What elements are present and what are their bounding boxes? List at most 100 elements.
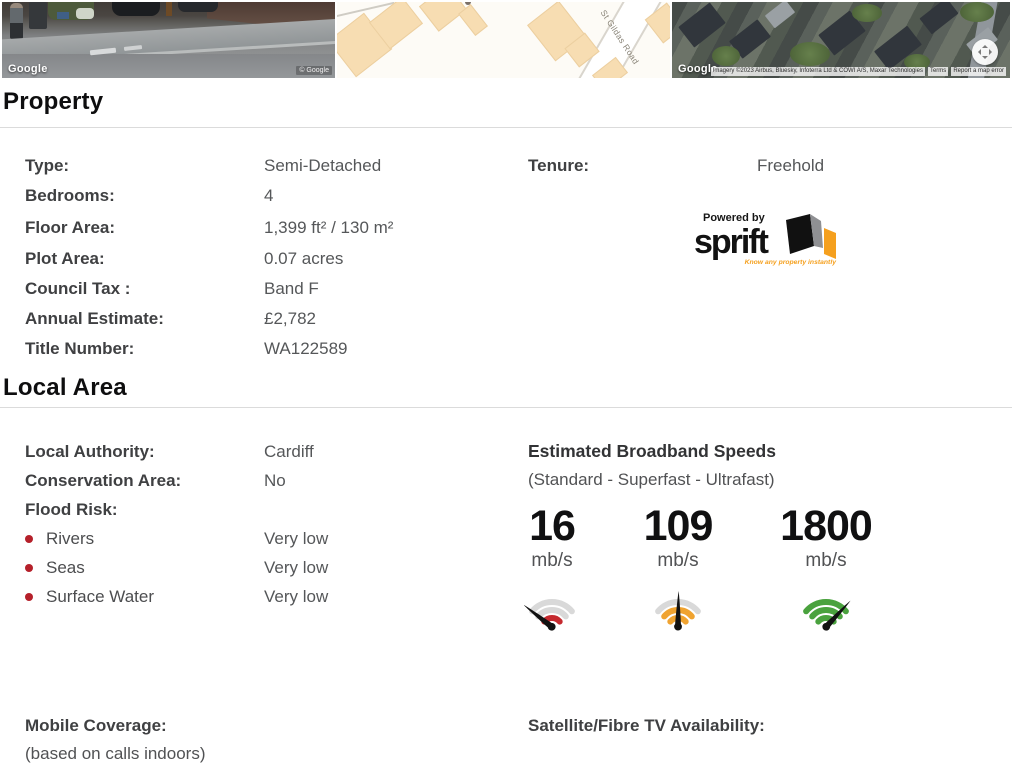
row-value: £2,782	[264, 309, 316, 328]
wifi-gauge-icon-standard	[523, 599, 575, 631]
property-row-floor-area: Floor Area: 1,399 ft² / 130 m²	[25, 211, 393, 244]
property-row-bedrooms: Bedrooms: 4	[25, 181, 393, 211]
pan-up-icon[interactable]	[982, 42, 988, 48]
row-value: Semi-Detached	[264, 156, 382, 175]
flood-item-surface-water: Surface Water Very low	[25, 582, 328, 611]
tree	[790, 42, 830, 66]
pan-down-icon[interactable]	[982, 56, 988, 62]
broadband-standard-column: 16 mb/s	[492, 503, 612, 641]
tree	[904, 54, 930, 70]
local-row-authority: Local Authority: Cardiff	[25, 437, 328, 466]
wifi-gauge-icon-superfast	[655, 591, 701, 631]
map-marker-icon	[465, 2, 471, 5]
rooftop	[764, 2, 796, 29]
parked-car	[112, 2, 160, 16]
speed-value: 109	[643, 502, 714, 550]
section-divider	[0, 407, 1012, 408]
road	[2, 54, 335, 78]
flood-bullet-icon	[25, 563, 46, 572]
row-label: Flood Risk:	[25, 499, 118, 519]
row-value: Cardiff	[264, 441, 314, 461]
mobile-coverage-note: (based on calls indoors)	[25, 744, 206, 763]
bags	[76, 8, 94, 19]
mobile-coverage-label: Mobile Coverage:	[25, 716, 167, 735]
flood-name: Rivers	[46, 528, 95, 548]
tree	[960, 2, 994, 22]
pan-right-icon[interactable]	[989, 49, 995, 55]
row-label: Plot Area:	[25, 249, 105, 268]
property-details-list: Type: Semi-Detached Bedrooms: 4 Floor Ar…	[25, 151, 393, 364]
row-value: No	[264, 470, 286, 490]
speed-value: 1800	[780, 502, 873, 550]
tree	[852, 4, 882, 22]
section-divider	[0, 127, 1012, 128]
sprift-wordmark: sprift	[694, 223, 769, 261]
post	[166, 2, 172, 16]
property-row-council-tax: Council Tax : Band F	[25, 274, 393, 304]
sprift-house-icon	[786, 214, 836, 259]
map-canvas: St Gildas Road	[337, 2, 670, 78]
tv-availability-label: Satellite/Fibre TV Availability:	[528, 716, 765, 735]
rooftop	[919, 2, 959, 35]
row-label: Bedrooms:	[25, 186, 115, 205]
row-label: Type:	[25, 156, 70, 175]
google-logo: Google	[678, 63, 718, 75]
sprift-tagline: Know any property instantly	[745, 259, 838, 266]
row-value: Freehold	[757, 156, 825, 175]
street-view-scene	[2, 2, 335, 78]
property-row-tenure: Tenure: Freehold	[528, 151, 824, 181]
flood-name: Seas	[46, 557, 85, 577]
wifi-gauge-icon-ultrafast	[803, 599, 851, 631]
gauge-needle-icon	[674, 591, 682, 631]
flood-bullet-icon	[25, 592, 46, 601]
local-area-details-list: Local Authority: Cardiff Conservation Ar…	[25, 437, 328, 611]
flood-bullet-icon	[25, 534, 46, 543]
terms-link[interactable]: Terms	[927, 67, 949, 76]
parked-car	[178, 2, 218, 12]
map-attribution: Imagery ©2023 Airbus, Bluesky, Infoterra…	[710, 67, 1006, 76]
speed-value: 16	[529, 502, 576, 550]
report-map-error-link[interactable]: Report a map error	[951, 67, 1006, 76]
flood-value: Very low	[264, 557, 329, 577]
aerial-photo[interactable]: Google Imagery ©2023 Airbus, Bluesky, In…	[672, 2, 1010, 78]
property-row-title-number: Title Number: WA122589	[25, 334, 393, 364]
broadband-superfast-column: 109 mb/s	[618, 503, 738, 641]
google-logo: Google	[8, 63, 48, 75]
flood-item-seas: Seas Very low	[25, 553, 328, 582]
speed-unit: mb/s	[805, 550, 847, 571]
pan-control-icon[interactable]	[972, 39, 998, 65]
gauge-needle-icon	[822, 600, 851, 631]
flood-value: Very low	[264, 586, 329, 606]
rooftop	[678, 2, 726, 48]
row-label: Local Authority:	[25, 441, 155, 461]
map-building	[458, 4, 488, 36]
flood-name: Surface Water	[46, 586, 155, 606]
row-value: 0.07 acres	[264, 249, 344, 268]
street-view-photo[interactable]: Google © Google	[2, 2, 335, 78]
property-section-heading: Property	[3, 88, 104, 115]
speed-unit: mb/s	[531, 550, 573, 571]
row-label: Council Tax :	[25, 279, 131, 298]
row-label: Floor Area:	[25, 217, 116, 237]
row-label: Annual Estimate:	[25, 309, 164, 328]
property-row-type: Type: Semi-Detached	[25, 151, 393, 181]
row-value: 1,399 ft² / 130 m²	[264, 217, 394, 237]
flood-item-rivers: Rivers Very low	[25, 524, 328, 553]
map-tile[interactable]: St Gildas Road	[337, 2, 670, 78]
speed-unit: mb/s	[657, 550, 699, 571]
property-row-annual-estimate: Annual Estimate: £2,782	[25, 304, 393, 334]
pan-left-icon[interactable]	[975, 49, 981, 55]
row-label: Title Number:	[25, 339, 135, 358]
local-row-conservation: Conservation Area: No	[25, 466, 328, 495]
gauge-needle-icon	[523, 604, 556, 631]
row-value: 4	[264, 186, 274, 205]
flood-value: Very low	[264, 528, 329, 548]
imagery-attribution: Imagery ©2023 Airbus, Bluesky, Infoterra…	[710, 67, 925, 76]
aerial-scene	[672, 2, 1010, 78]
row-label: Tenure:	[528, 156, 590, 175]
broadband-subtitle: (Standard - Superfast - Ultrafast)	[528, 470, 775, 489]
row-label: Conservation Area:	[25, 470, 182, 490]
local-area-section-heading: Local Area	[3, 374, 127, 401]
powered-by-label: Powered by	[703, 212, 766, 224]
